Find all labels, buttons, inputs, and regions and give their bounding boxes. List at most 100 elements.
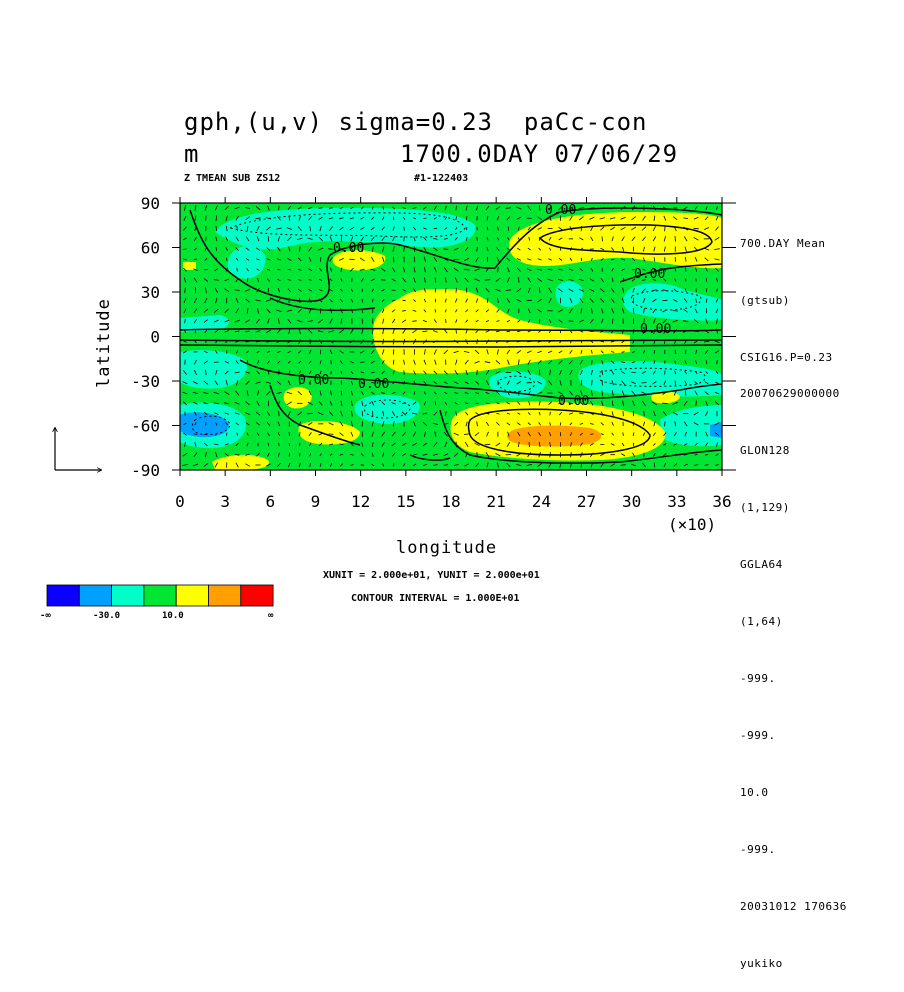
colorbar-swatch (176, 585, 208, 606)
colorbar-label: -30.0 (93, 611, 120, 621)
x-tick-label: 6 (266, 492, 276, 511)
wind-vector (466, 227, 467, 230)
side-info-line: GGLA64 (740, 555, 847, 574)
wind-vector (393, 463, 394, 466)
wind-vector (675, 236, 676, 242)
side-info-line: GLON128 (740, 441, 847, 460)
x-tick-label: 21 (487, 492, 506, 511)
wind-vector (434, 228, 438, 229)
colorbar-label: -∞ (40, 611, 51, 621)
unit-info: XUNIT = 2.000e+01, YUNIT = 2.000e+01 (323, 570, 540, 581)
contour-label: 0.00 (298, 373, 329, 388)
x-tick-label: 12 (351, 492, 370, 511)
x-tick-label: 0 (175, 492, 185, 511)
contour-label: 0.00 (333, 241, 364, 256)
contour-interval: CONTOUR INTERVAL = 1.000E+01 (351, 593, 520, 604)
x-axis-title: longitude (396, 538, 497, 558)
wind-vector (279, 411, 280, 416)
wind-vector (539, 370, 540, 376)
x-tick-label: 24 (532, 492, 551, 511)
side-info-bottom: 20070629000000 GLON128 (1,129) GGLA64 (1… (740, 346, 847, 992)
side-info-line: (gtsub) (740, 291, 833, 310)
colorbar-swatch (144, 585, 176, 606)
wind-vector (654, 463, 655, 468)
y-tick-label: 60 (141, 239, 160, 258)
wind-vector (466, 216, 467, 220)
wind-vector (486, 403, 489, 404)
colorbar-swatch (79, 585, 111, 606)
wind-vector (665, 226, 666, 232)
wind-vector (476, 403, 479, 404)
x-multiplier: (×10) (668, 515, 716, 534)
y-tick-label: -90 (131, 461, 160, 480)
side-info-line: -999. (740, 669, 847, 688)
y-tick-label: 0 (150, 328, 160, 347)
side-info-line: yukiko (740, 954, 847, 973)
x-tick-label: 33 (667, 492, 686, 511)
side-info-line: 20070629000000 (740, 384, 847, 403)
colorbar-swatch (209, 585, 241, 606)
wind-vector (206, 370, 207, 375)
colorbar-label: 10.0 (162, 611, 184, 621)
x-tick-label: 36 (712, 492, 731, 511)
contour-label: 0.00 (634, 267, 665, 282)
contour-label: 0.00 (640, 322, 671, 337)
side-info-line: 20031012 170636 (740, 897, 847, 916)
wind-vector (592, 360, 593, 364)
wind-vector (247, 360, 248, 364)
wind-vector (404, 370, 405, 374)
wind-vector (194, 434, 198, 435)
x-tick-label: 15 (396, 492, 415, 511)
wind-vector (268, 288, 269, 293)
wind-vector (477, 370, 478, 375)
wind-vector (183, 249, 186, 250)
wind-vector (485, 280, 490, 281)
wind-vector (329, 434, 334, 435)
colorbar-swatch (241, 585, 273, 606)
orange-region-south (507, 426, 601, 447)
y-tick-label: -30 (131, 372, 160, 391)
wind-vector (393, 360, 394, 365)
x-tick-label: 30 (622, 492, 641, 511)
wind-vector (268, 443, 269, 446)
wind-vector (665, 421, 666, 426)
y-axis-title: latitude (94, 298, 114, 388)
x-tick-label: 9 (311, 492, 321, 511)
wind-vector (602, 236, 603, 241)
wind-vector (693, 331, 698, 332)
reference-vector (55, 428, 101, 470)
y-tick-label: 90 (141, 194, 160, 213)
x-tick-label: 27 (577, 492, 596, 511)
side-info-line: -999. (740, 840, 847, 859)
wind-vector (590, 434, 593, 435)
plot-area: 0.00 0.00 0.00 0.00 0.00 0.00 0.00 (180, 203, 722, 470)
wind-vector (268, 236, 269, 241)
wind-vector (443, 249, 448, 250)
wind-vector (237, 433, 238, 436)
wind-vector (477, 247, 478, 251)
side-info-line: 700.DAY Mean (740, 234, 833, 253)
contour-label: 0.00 (358, 377, 389, 392)
wind-vector (706, 278, 707, 282)
contour-label: 0.00 (545, 203, 576, 218)
wind-vector (435, 401, 436, 405)
y-tick-label: -60 (131, 417, 160, 436)
x-tick-label: 3 (220, 492, 230, 511)
contour-label: 0.00 (558, 394, 589, 409)
side-info-line: (1,129) (740, 498, 847, 517)
x-tick-label: 18 (441, 492, 460, 511)
wind-vector (237, 226, 238, 231)
wind-vector (404, 236, 405, 241)
colorbar-swatch (47, 585, 79, 606)
side-info-line: -999. (740, 726, 847, 745)
side-info-line: 10.0 (740, 783, 847, 802)
wind-vector (204, 269, 208, 270)
wind-vector (539, 205, 540, 210)
wind-vector (206, 216, 207, 221)
wind-vector (237, 268, 238, 272)
wind-vector (602, 370, 603, 375)
wind-vector (592, 380, 593, 386)
side-info-line: (1,64) (740, 612, 847, 631)
colorbar-label: ∞ (268, 611, 274, 621)
colorbar-labels: -∞ -30.0 10.0 ∞ (40, 611, 274, 621)
